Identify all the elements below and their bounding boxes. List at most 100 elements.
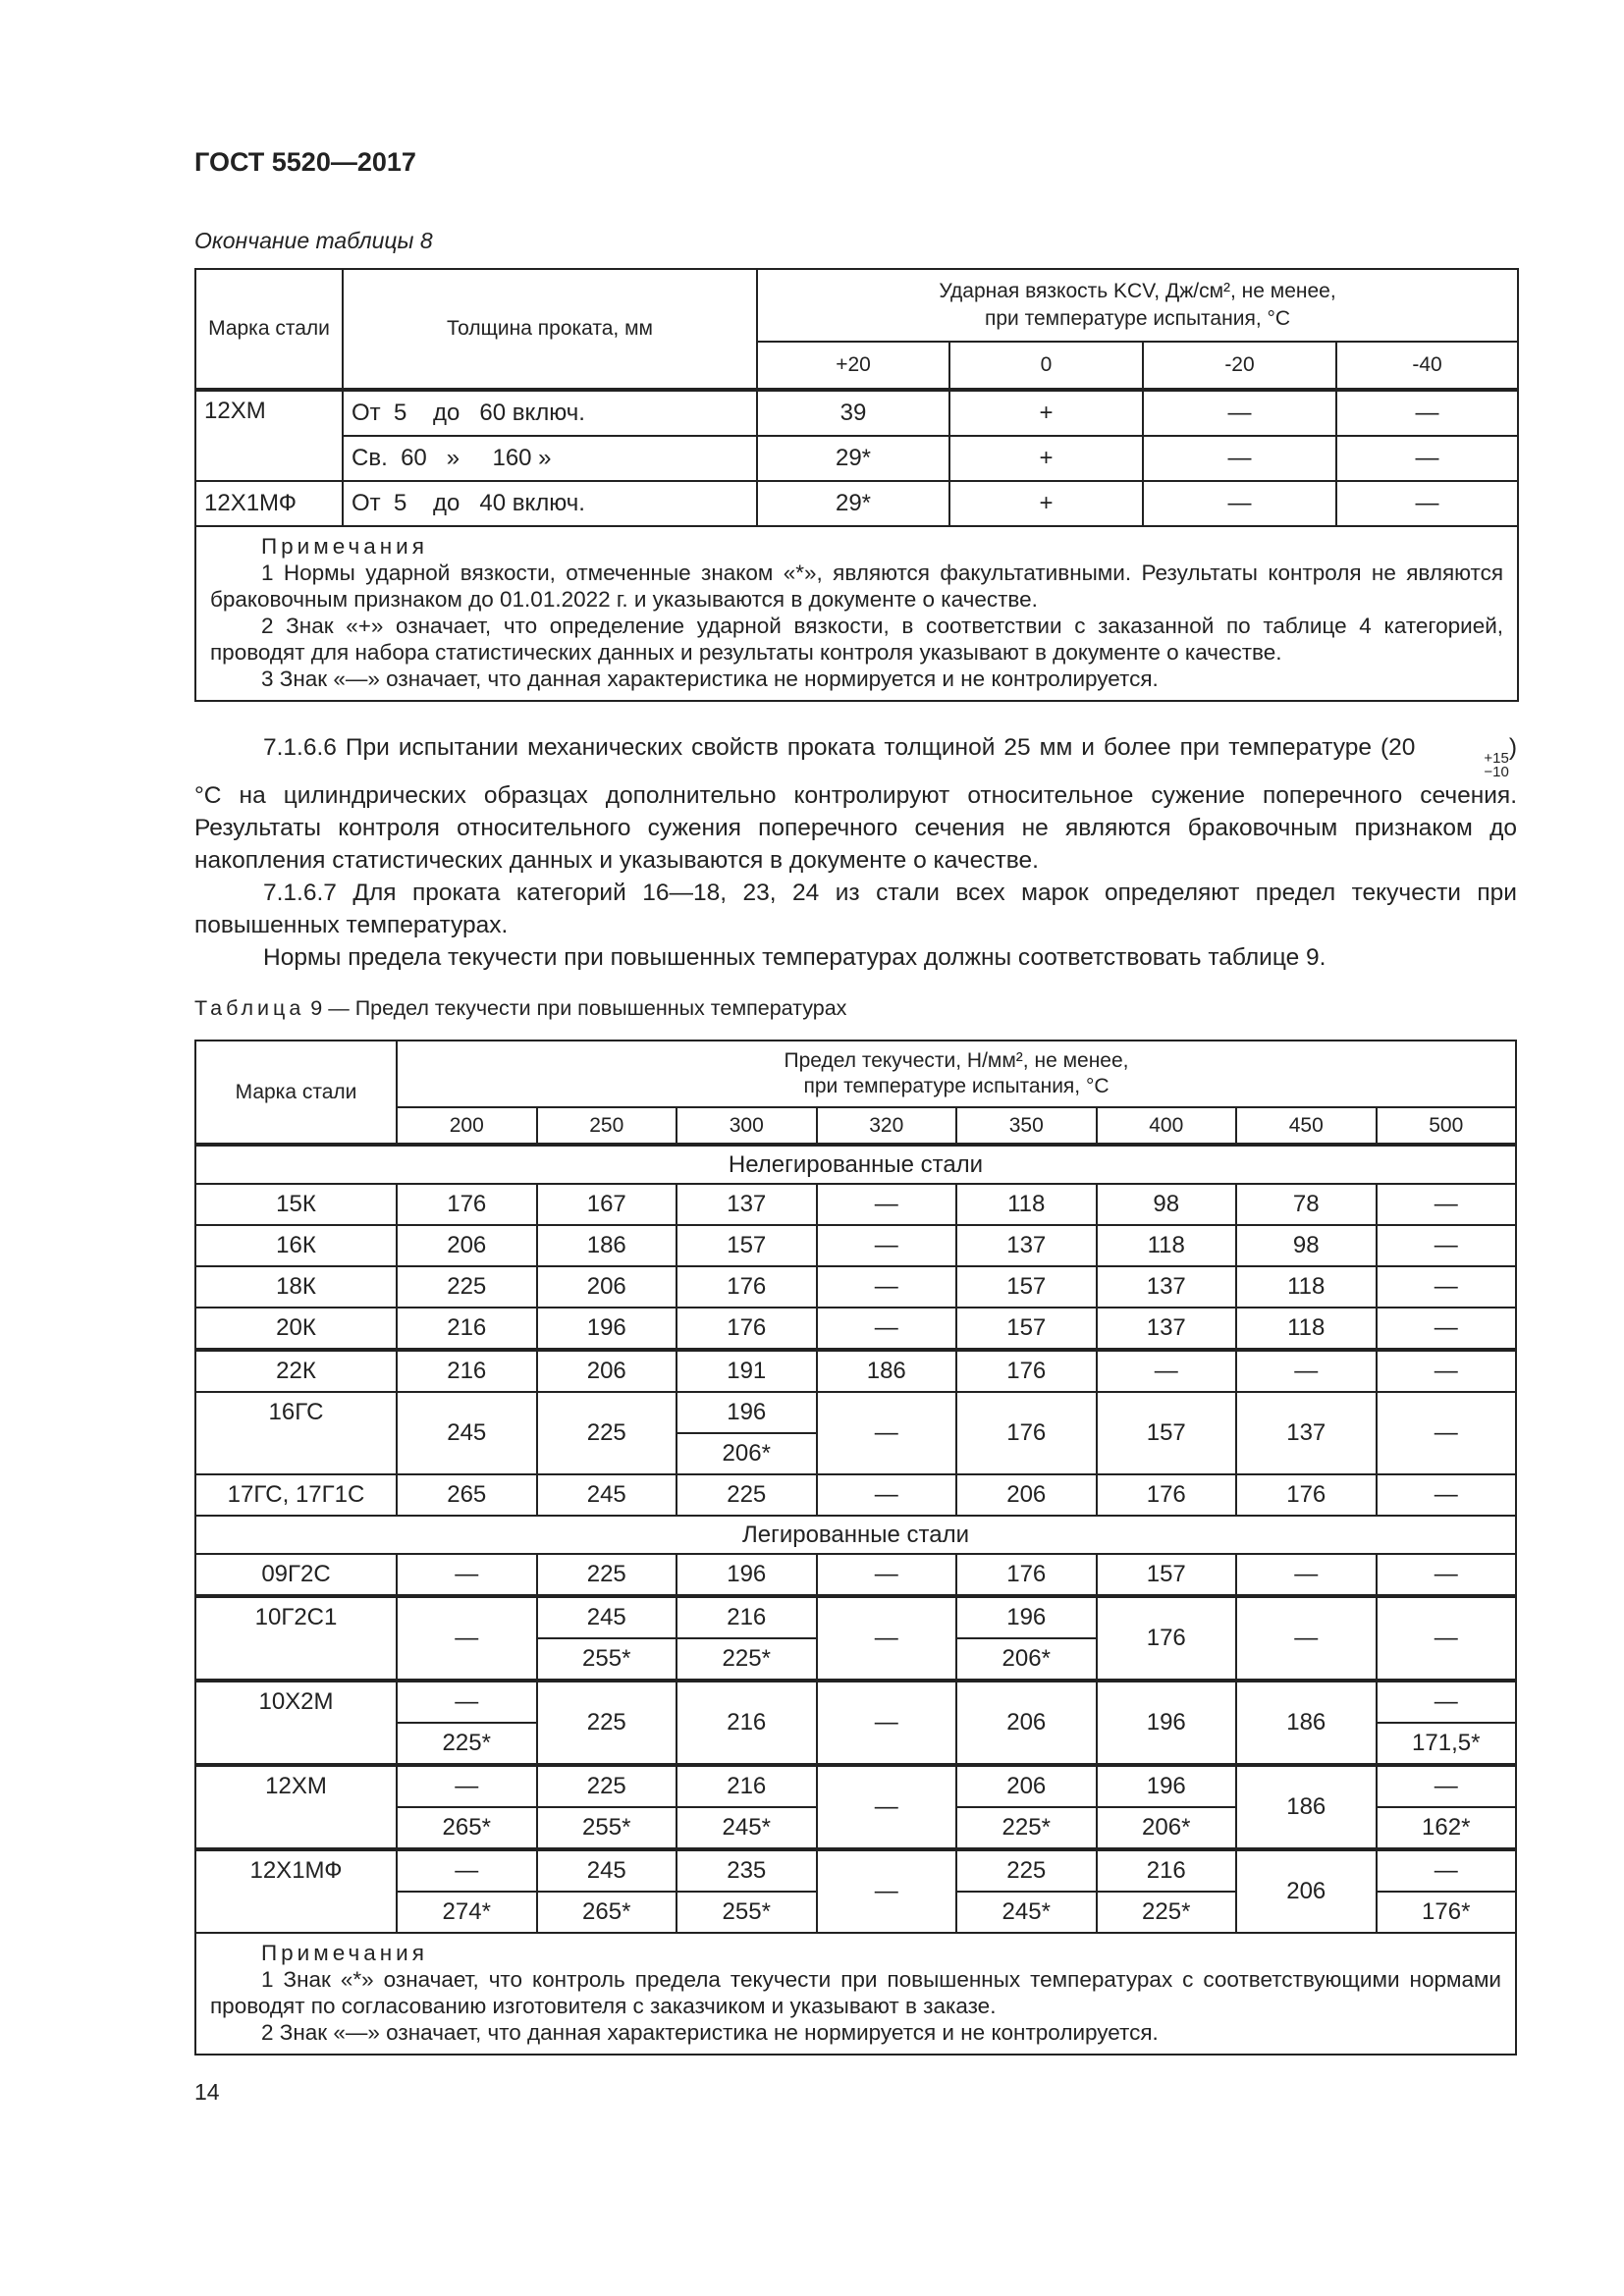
value-cell: 118 — [955, 1183, 1098, 1226]
grade-cell: 10Г2С1 — [194, 1594, 398, 1682]
group-alloyed: Легированные стали — [194, 1515, 1517, 1555]
value-cell: 29* — [756, 480, 950, 527]
value-cell: 255* — [676, 1891, 818, 1934]
value-cell: 225 — [676, 1473, 818, 1517]
value-cell: 186 — [1235, 1763, 1378, 1850]
value-cell: 157 — [955, 1307, 1098, 1351]
grade-cell: 16К — [194, 1224, 398, 1267]
col-header-grade: Марка стали — [194, 268, 344, 391]
value-cell: 196 — [535, 1307, 677, 1351]
value-cell: 137 — [1095, 1307, 1237, 1351]
table-row-sub: 225* 171,5* — [195, 1722, 1517, 1766]
temp-header: 450 — [1235, 1106, 1378, 1146]
value-cell: 186 — [535, 1224, 677, 1267]
value-cell: — — [1375, 1265, 1517, 1308]
value-cell: 78 — [1235, 1183, 1378, 1226]
value-cell: + — [948, 388, 1144, 437]
table-row: 12ХМ От 5 до 60 включ. 39 + — — — [194, 388, 1520, 482]
value-cell: 225* — [676, 1637, 818, 1682]
value-cell: — — [1375, 1391, 1517, 1475]
value-cell: 225 — [955, 1847, 1098, 1893]
value-cell: 216 — [676, 1594, 818, 1639]
value-cell: — — [1142, 480, 1337, 527]
value-cell: — — [1142, 388, 1337, 437]
value-cell: 235 — [676, 1847, 818, 1893]
value-cell: 176* — [1375, 1891, 1517, 1934]
table-row: 10Г2С1—245 216—196 176— — — [194, 1594, 1517, 1682]
value-cell: 137 — [676, 1183, 818, 1226]
value-cell: 245 — [396, 1391, 538, 1475]
value-cell: 157 — [676, 1224, 818, 1267]
grade-cell: 09Г2С — [194, 1553, 398, 1597]
value-cell: — — [1375, 1553, 1517, 1597]
value-cell: — — [1375, 1224, 1517, 1267]
grade-cell: 12Х1МФ — [194, 1847, 398, 1934]
grade-cell: 18К — [194, 1265, 398, 1308]
value-cell: — — [815, 1679, 957, 1766]
value-cell: 225 — [535, 1763, 677, 1808]
tolerance-upper: +15 — [1484, 750, 1509, 767]
body-text: 7.1.6.6 При испытании механических свойс… — [194, 731, 1517, 974]
notes-title: Примечания — [261, 1941, 428, 1965]
value-cell: 225 — [535, 1679, 677, 1766]
grade-cell: 12ХМ — [194, 388, 344, 482]
value-cell: 206* — [1095, 1806, 1237, 1850]
table-row: 22К 216 206 191 186 176— — — — [194, 1348, 1517, 1393]
value-cell: 186 — [815, 1348, 957, 1393]
value-cell: — — [1235, 1594, 1378, 1682]
value-cell: 206* — [676, 1432, 818, 1475]
value-cell: — — [396, 1553, 538, 1597]
note: 3 Знак «—» означает, что данная характер… — [261, 667, 1159, 691]
value-cell: 118 — [1235, 1307, 1378, 1351]
temp-header: 0 — [948, 341, 1144, 391]
value-cell: — — [815, 1847, 957, 1934]
value-cell: 255* — [535, 1637, 677, 1682]
value-cell: 176 — [955, 1391, 1098, 1475]
value-cell: 157 — [1095, 1391, 1237, 1475]
value-cell: — — [1375, 1763, 1517, 1808]
table-row: 20К 216 196 176—157 137 118— — [194, 1307, 1517, 1351]
value-cell: — — [815, 1473, 957, 1517]
header-line: при температуре испытания, °С — [803, 1075, 1110, 1097]
value-cell: 265* — [535, 1891, 677, 1934]
temp-header: 200 — [396, 1106, 538, 1146]
value-cell: — — [815, 1307, 957, 1351]
value-cell: — — [396, 1847, 538, 1893]
col-header-grade: Марка стали — [194, 1040, 398, 1146]
value-cell: — — [815, 1553, 957, 1597]
page-number: 14 — [194, 2079, 220, 2105]
value-cell: 225* — [1095, 1891, 1237, 1934]
value-cell: 216 — [676, 1679, 818, 1766]
paragraph-norms: Нормы предела текучести при повышенных т… — [263, 944, 1326, 971]
temp-header: 250 — [535, 1106, 677, 1146]
value-cell: 225* — [396, 1722, 538, 1766]
value-cell: 206* — [955, 1637, 1098, 1682]
table-row-sub: 255* 225* 206* — [195, 1637, 1516, 1682]
value-cell: 245* — [955, 1891, 1098, 1934]
table-row: 12ХМ —225 216—206 196 186— — [194, 1763, 1517, 1850]
value-cell: — — [1375, 1847, 1517, 1893]
value-cell: 206 — [396, 1224, 538, 1267]
note: 1 Нормы ударной вязкости, отмеченные зна… — [210, 561, 1504, 612]
temp-header: -40 — [1334, 341, 1520, 391]
value-cell: 176 — [676, 1265, 818, 1308]
value-cell: 225 — [535, 1553, 677, 1597]
value-cell: 196 — [1095, 1679, 1237, 1766]
value-cell: 274* — [396, 1891, 538, 1934]
table-9: Марка стали Предел текучести, Н/мм², не … — [194, 1040, 1517, 2056]
value-cell: 137 — [1235, 1391, 1378, 1475]
tolerance-lower: −10 — [1484, 764, 1509, 780]
value-cell: — — [815, 1265, 957, 1308]
value-cell: 206 — [955, 1763, 1098, 1808]
value-cell: 206 — [1235, 1847, 1378, 1934]
value-cell: 29* — [756, 435, 950, 482]
value-cell: 225 — [535, 1391, 677, 1475]
temp-header: 320 — [815, 1106, 957, 1146]
table-row: 10Х2М —225 216—206 196 186— — [194, 1679, 1517, 1766]
value-cell: 225* — [955, 1806, 1098, 1850]
col-header-yield: Предел текучести, Н/мм², не менее, при те… — [396, 1040, 1517, 1108]
value-cell: 176 — [1235, 1473, 1378, 1517]
value-cell: 98 — [1095, 1183, 1237, 1226]
header-line: Предел текучести, Н/мм², не менее, — [784, 1049, 1129, 1072]
value-cell: — — [815, 1183, 957, 1226]
